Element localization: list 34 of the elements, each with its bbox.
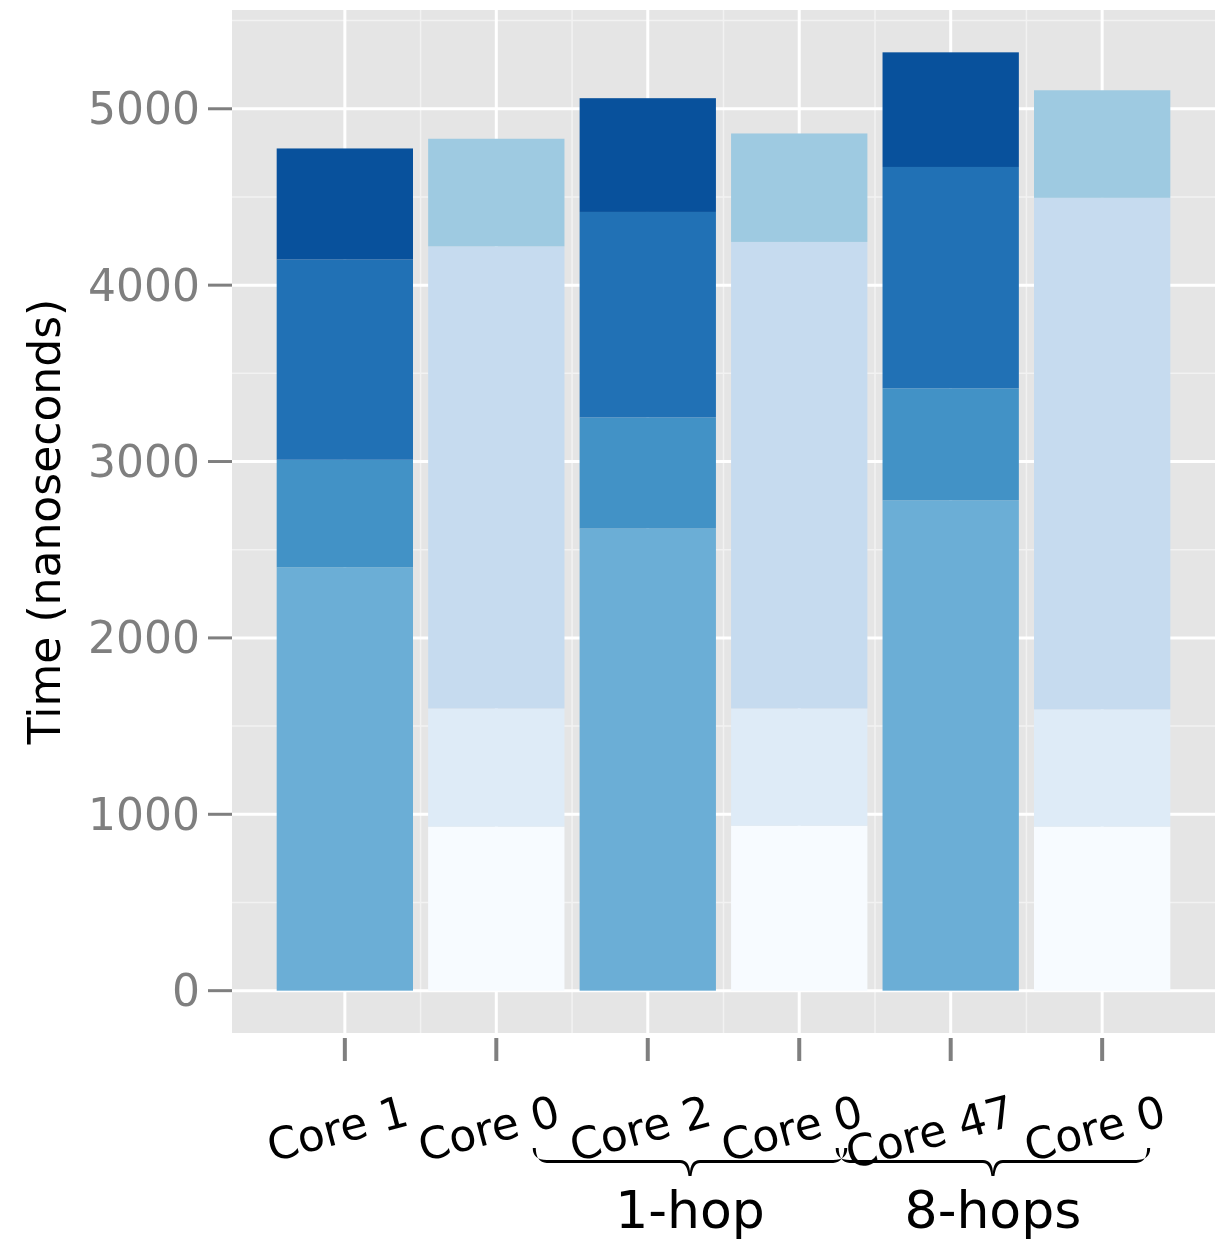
y-tick-label: 1000: [88, 788, 200, 840]
bar: [579, 417, 716, 529]
bar: [579, 211, 716, 418]
bar: [428, 246, 565, 709]
x-tick-label: Core 0: [1018, 1085, 1171, 1172]
x-tick-label: Core 0: [412, 1085, 565, 1172]
x-tick-label: Core 1: [261, 1085, 414, 1172]
bar: [882, 52, 1019, 167]
bar: [579, 98, 716, 212]
bar: [882, 388, 1019, 501]
bar: [731, 133, 868, 242]
x-tick-label: Core 2: [564, 1085, 717, 1172]
y-tick-label: 3000: [88, 435, 200, 487]
y-tick-label: 5000: [88, 83, 200, 135]
y-axis-title: Time (nanoseconds): [19, 298, 70, 746]
y-tick-label: 2000: [88, 612, 200, 664]
bar: [276, 459, 413, 568]
y-tick-label: 0: [172, 965, 200, 1017]
bar: [276, 148, 413, 260]
bar: [731, 708, 868, 826]
bar: [579, 528, 716, 991]
bar: [428, 138, 565, 247]
y-tick-label: 4000: [88, 259, 200, 311]
bar: [882, 166, 1019, 389]
bar: [731, 241, 868, 709]
bar: [882, 500, 1019, 991]
bar: [276, 567, 413, 991]
text: 1-hop: [615, 1180, 765, 1240]
bar: [1034, 709, 1171, 827]
bar: [428, 708, 565, 827]
bar: [276, 259, 413, 460]
bar: [1034, 197, 1171, 710]
bar: [1034, 90, 1171, 198]
text: 8-hops: [904, 1180, 1082, 1240]
